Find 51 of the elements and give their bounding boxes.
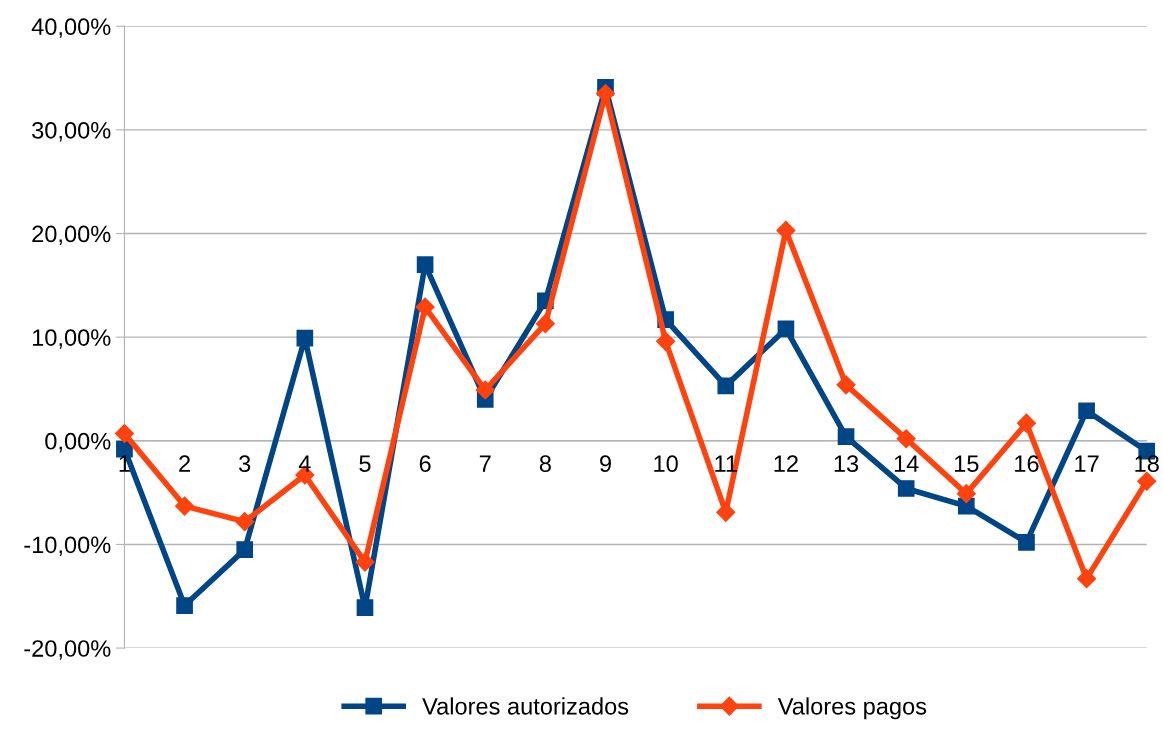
- y-tick-label: 10,00%: [32, 329, 111, 349]
- y-tick-label: 30,00%: [32, 121, 111, 142]
- point: [535, 314, 555, 334]
- x-tick-label: 16: [1015, 455, 1039, 473]
- x-tick-label: 6: [419, 455, 431, 473]
- point: [776, 220, 796, 240]
- point: [416, 256, 434, 273]
- point: [896, 429, 916, 449]
- point: [176, 597, 193, 614]
- y-tick-label: -20,00%: [24, 640, 111, 660]
- legend-label: Valores autorizados: [422, 697, 629, 715]
- x-tick-label: 15: [954, 455, 979, 473]
- x-tick-label: 10: [654, 455, 678, 473]
- point: [1016, 413, 1036, 433]
- y-tick-label: 20,00%: [32, 225, 111, 246]
- point: [296, 329, 314, 347]
- x-tick-label: 17: [1075, 455, 1099, 472]
- point: [175, 496, 195, 516]
- point: [836, 375, 856, 395]
- point: [114, 424, 134, 444]
- point: [235, 512, 255, 532]
- x-tick-label: 7: [479, 455, 491, 472]
- y-tick-label: -10,00%: [24, 536, 111, 557]
- x-tick-label: 3: [239, 455, 251, 473]
- point: [777, 320, 795, 338]
- point: [236, 541, 254, 558]
- x-tick-label: 2: [179, 455, 190, 472]
- point: [837, 428, 855, 445]
- y-tick-label: 40,00%: [31, 18, 111, 38]
- x-tick-label: 4: [298, 455, 311, 472]
- x-tick-label: 18: [1135, 455, 1159, 473]
- point: [1077, 569, 1097, 589]
- point: [1018, 534, 1035, 551]
- x-tick-label: 14: [894, 455, 919, 472]
- point: [956, 484, 976, 504]
- point: [656, 331, 676, 351]
- point: [356, 599, 374, 616]
- x-tick-label: 12: [774, 455, 798, 472]
- point: [1137, 471, 1157, 491]
- legend-label: Valores pagos: [777, 697, 927, 720]
- point: [717, 377, 735, 395]
- point: [415, 297, 435, 317]
- x-tick-label: 5: [359, 455, 371, 473]
- point: [475, 380, 495, 400]
- x-tick-label: 13: [834, 455, 859, 473]
- x-tick-label: 9: [600, 455, 611, 473]
- point: [355, 552, 375, 572]
- y-tick-label: 0,00%: [45, 432, 111, 453]
- x-tick-label: 8: [539, 455, 551, 473]
- point: [897, 480, 915, 497]
- point: [1078, 402, 1095, 420]
